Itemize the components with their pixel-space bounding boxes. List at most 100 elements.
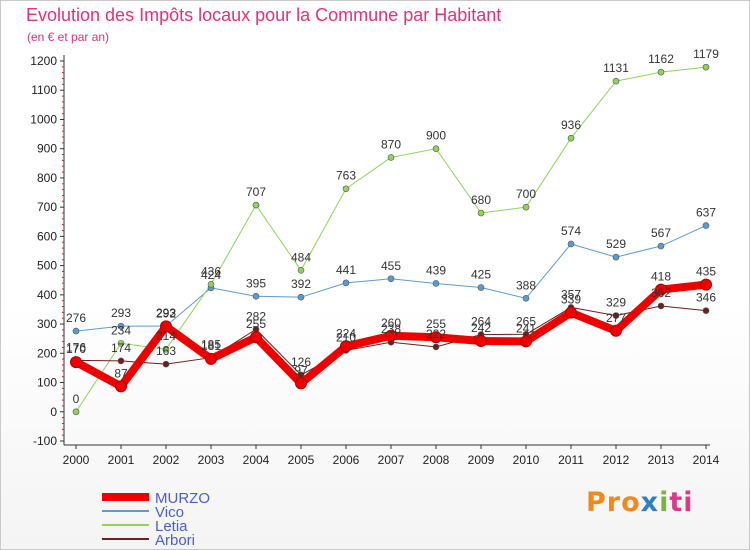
data-point-murzo [385, 329, 397, 342]
y-tick-label: 1200 [30, 54, 57, 68]
data-label-vico: 395 [246, 276, 266, 290]
data-point-murzo [295, 377, 307, 390]
data-label-letia: 680 [471, 193, 491, 207]
data-label-murzo: 97 [294, 363, 308, 377]
data-point-vico [612, 253, 620, 261]
data-point-vico [432, 280, 440, 287]
data-label-vico: 439 [426, 263, 446, 277]
y-tick-label: 800 [37, 171, 57, 185]
data-point-murzo [430, 331, 442, 344]
data-label-vico: 425 [471, 268, 491, 282]
data-label-arbori: 174 [111, 341, 131, 355]
data-point-arbori [432, 343, 440, 351]
data-label-vico: 455 [381, 259, 401, 273]
data-label-murzo: 260 [381, 316, 401, 330]
chart-title: Evolution des Impôts locaux pour la Comm… [26, 5, 502, 25]
data-point-letia [162, 345, 170, 353]
data-label-letia: 1162 [648, 52, 674, 66]
data-point-vico [567, 240, 575, 248]
legend-label-murzo: MURZO [155, 490, 210, 507]
data-point-vico [477, 284, 485, 291]
data-label-letia: 214 [156, 329, 176, 343]
data-point-letia [72, 408, 80, 416]
data-point-letia [612, 77, 620, 85]
data-label-murzo: 418 [651, 270, 671, 284]
data-label-vico: 424 [201, 268, 221, 282]
data-label-letia: 436 [201, 264, 221, 278]
data-label-arbori: 210 [336, 330, 356, 344]
data-point-arbori [657, 302, 665, 310]
data-label-arbori: 265 [516, 314, 536, 328]
data-point-vico [387, 275, 395, 283]
y-tick-label: 100 [37, 376, 57, 390]
data-label-letia: 700 [516, 187, 536, 201]
data-label-vico: 388 [516, 278, 536, 292]
data-point-murzo [700, 278, 712, 291]
data-point-vico [297, 293, 305, 301]
data-label-arbori: 282 [246, 309, 266, 323]
data-label-arbori: 163 [156, 344, 176, 358]
logo-part-2: x [640, 487, 660, 518]
x-tick-label: 2007 [378, 453, 405, 467]
data-label-letia: 870 [381, 137, 401, 151]
data-label-vico: 392 [291, 277, 311, 291]
data-label-murzo: 224 [336, 326, 356, 340]
y-tick-label: 1000 [30, 112, 57, 126]
data-label-vico: 441 [336, 263, 356, 277]
x-tick-label: 2009 [468, 453, 495, 467]
data-point-vico [72, 327, 80, 335]
data-point-vico [117, 322, 125, 330]
data-label-murzo: 242 [471, 321, 491, 335]
data-point-vico [657, 242, 665, 250]
data-point-letia [432, 145, 440, 152]
data-label-letia: 1179 [693, 47, 719, 61]
data-point-murzo [250, 331, 262, 344]
data-label-letia: 936 [561, 118, 581, 132]
x-tick-label: 2001 [108, 453, 135, 467]
logo-part-3: i [659, 487, 670, 518]
data-label-murzo: 255 [246, 317, 266, 331]
data-label-vico: 567 [651, 226, 671, 240]
data-point-letia [297, 266, 305, 274]
data-label-arbori: 238 [381, 322, 401, 336]
data-label-murzo: 181 [201, 339, 221, 353]
chart-subtitle: (en € et par an) [27, 30, 110, 44]
data-label-arbori: 126 [291, 355, 311, 369]
data-label-vico: 293 [111, 306, 131, 320]
legend-label-vico: Vico [155, 504, 184, 521]
data-point-vico [342, 279, 350, 287]
data-label-vico: 276 [66, 311, 86, 325]
data-label-arbori: 329 [606, 296, 626, 310]
data-label-letia: 234 [111, 323, 131, 337]
data-point-murzo [160, 320, 172, 333]
data-point-arbori [117, 357, 125, 365]
data-label-murzo: 435 [696, 265, 716, 279]
data-label-letia: 763 [336, 169, 356, 183]
data-label-murzo: 241 [516, 321, 536, 335]
data-point-letia [342, 185, 350, 193]
data-point-arbori [612, 312, 620, 319]
data-label-arbori: 264 [471, 315, 491, 329]
y-tick-label: 300 [37, 317, 57, 331]
data-point-vico [702, 222, 710, 229]
data-point-arbori [162, 360, 170, 368]
data-label-murzo: 292 [156, 306, 176, 320]
data-point-murzo [205, 352, 217, 365]
data-point-arbori [702, 307, 710, 314]
data-label-letia: 707 [246, 185, 266, 199]
data-point-murzo [565, 306, 577, 319]
data-label-letia: 0 [73, 392, 80, 406]
y-tick-label: 500 [37, 259, 57, 273]
logo-part-1: Pro [586, 487, 641, 518]
data-label-murzo: 255 [426, 317, 446, 331]
data-label-vico: 574 [561, 224, 581, 238]
logo-part-4: ti [669, 487, 694, 518]
data-point-murzo [520, 335, 532, 348]
data-label-vico: 637 [696, 206, 716, 220]
data-label-letia: 1131 [603, 61, 629, 75]
y-tick-label: -100 [33, 434, 57, 448]
data-label-arbori: 346 [696, 291, 716, 305]
x-tick-label: 2002 [153, 453, 180, 467]
data-label-arbori: 362 [651, 286, 671, 300]
